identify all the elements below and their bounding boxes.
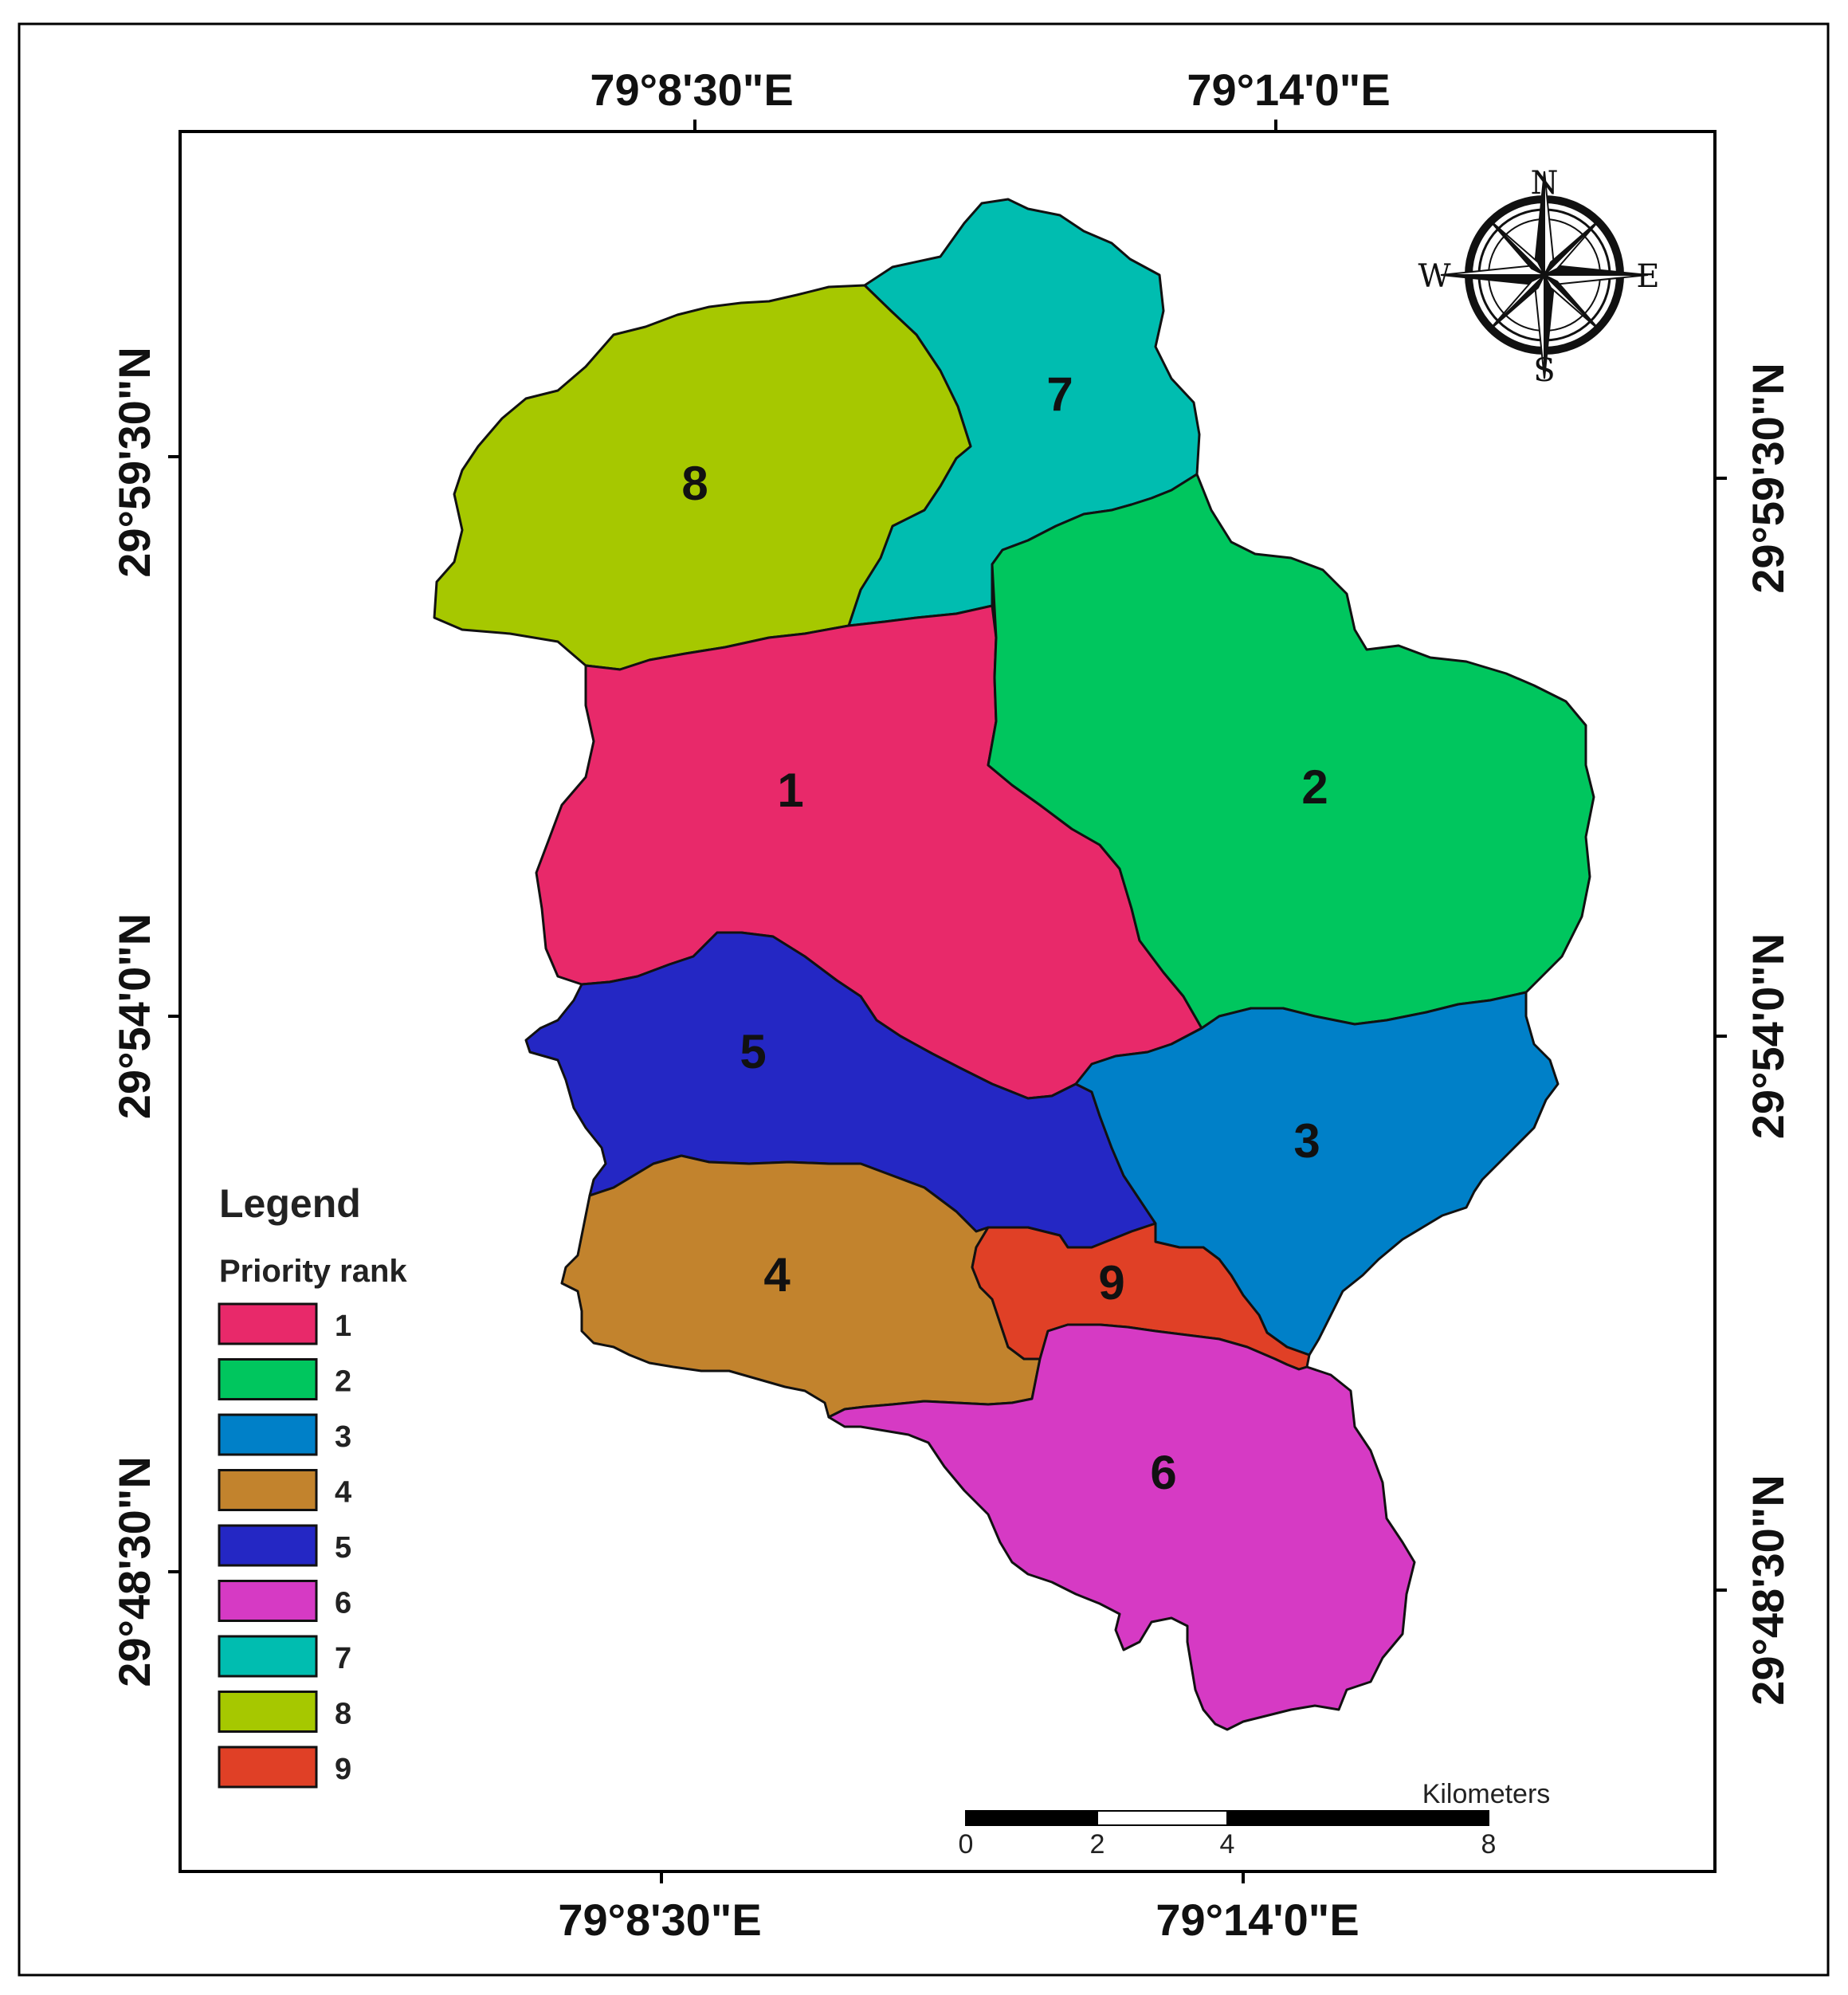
top-longitude-label-2: 79°14'0"E (1187, 65, 1390, 115)
legend-label-2: 2 (335, 1365, 351, 1399)
legend-swatch-7 (218, 1635, 318, 1678)
legend-label-3: 3 (335, 1420, 351, 1454)
legend-swatch-2 (218, 1358, 318, 1400)
compass-east-label: E (1636, 258, 1659, 295)
right-latitude-label-1: 29°59'30"N (1743, 363, 1793, 594)
legend-subtitle: Priority rank (219, 1254, 407, 1289)
zone-label-4: 4 (763, 1248, 791, 1302)
zone-label-8: 8 (681, 457, 708, 510)
graticule-ticks (168, 120, 1727, 1883)
left-latitude-label-3: 29°48'30"N (109, 1456, 159, 1687)
legend-swatch-4 (218, 1469, 318, 1511)
scale-tick-4: 4 (1220, 1829, 1235, 1860)
compass-west-label: W (1418, 258, 1450, 295)
compass-rose-icon (1440, 171, 1649, 379)
legend-swatch-8 (218, 1691, 318, 1733)
zone-label-6: 6 (1150, 1446, 1176, 1499)
right-latitude-label-2: 29°54'0"N (1743, 933, 1793, 1139)
compass-south-label: S (1533, 352, 1555, 389)
legend-swatch-9 (218, 1746, 318, 1789)
zone-label-2: 2 (1301, 760, 1328, 814)
legend-swatch-6 (218, 1580, 318, 1622)
top-longitude-label-1: 79°8'30"E (590, 65, 793, 115)
legend-label-6: 6 (335, 1587, 351, 1620)
legend-swatch-3 (218, 1413, 318, 1456)
legend-swatch-1 (218, 1302, 318, 1345)
scale-segment-2 (1097, 1810, 1228, 1826)
legend-label-4: 4 (335, 1476, 351, 1510)
legend-label-8: 8 (335, 1698, 351, 1731)
scale-tick-0: 0 (959, 1829, 974, 1860)
scale-tick-8: 8 (1481, 1829, 1497, 1860)
legend-swatch-5 (218, 1524, 318, 1567)
compass-north-label: N (1531, 165, 1559, 202)
scale-bar: Kilometers 0 2 4 8 (959, 1779, 1551, 1860)
zone-8 (433, 284, 972, 671)
legend: Legend Priority rank 1 2 3 4 5 6 7 8 9 (218, 1181, 407, 1789)
scale-segment-1 (965, 1810, 1098, 1826)
legend-title: Legend (219, 1181, 361, 1226)
watershed-zones (433, 198, 1595, 1731)
zone-label-3: 3 (1293, 1114, 1320, 1168)
bottom-longitude-label-1: 79°8'30"E (558, 1895, 761, 1945)
legend-label-7: 7 (335, 1642, 351, 1675)
zone-label-5: 5 (740, 1025, 766, 1078)
zone-2 (987, 473, 1595, 1030)
legend-label-5: 5 (335, 1531, 351, 1565)
zone-label-7: 7 (1046, 367, 1073, 421)
legend-label-1: 1 (335, 1310, 351, 1343)
zone-label-1: 1 (777, 764, 803, 817)
legend-label-9: 9 (335, 1753, 351, 1786)
zone-label-9: 9 (1098, 1256, 1124, 1310)
legend-items: 1 2 3 4 5 6 7 8 9 (218, 1302, 351, 1789)
scale-bar-unit: Kilometers (1422, 1779, 1551, 1809)
scale-tick-2: 2 (1090, 1829, 1105, 1860)
zone-6 (827, 1323, 1416, 1731)
left-latitude-label-1: 29°59'30"N (109, 347, 159, 578)
left-latitude-label-2: 29°54'0"N (109, 913, 159, 1119)
zone-3 (1074, 991, 1560, 1357)
scale-segment-3 (1226, 1810, 1489, 1826)
right-latitude-label-3: 29°48'30"N (1743, 1475, 1793, 1706)
bottom-longitude-label-2: 79°14'0"E (1155, 1895, 1359, 1945)
